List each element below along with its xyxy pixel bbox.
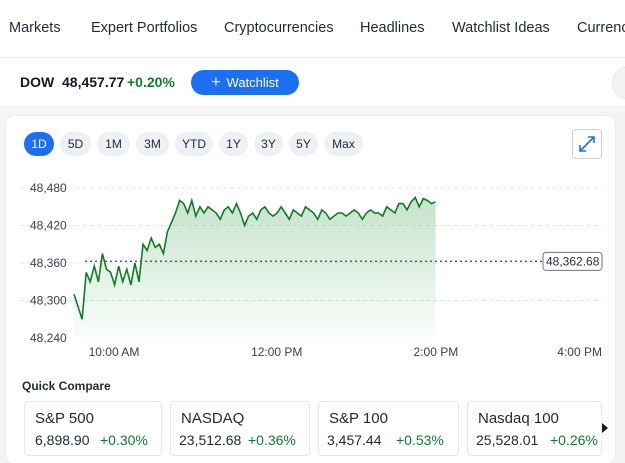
nav-item-expert-portfolios[interactable]: Expert Portfolios <box>91 20 198 36</box>
y-tick-label: 48,360 <box>30 256 67 270</box>
range-ytd-button[interactable]: YTD <box>175 132 213 156</box>
y-tick-label: 48,420 <box>30 219 67 233</box>
previous-close-label-box <box>542 251 603 271</box>
quick-compare-title: Quick Compare <box>22 379 111 393</box>
quick-compare-value: 23,512.68 <box>179 432 242 448</box>
nav-item-markets[interactable]: Markets <box>9 20 61 36</box>
x-tick-label: 10:00 AM <box>89 345 140 359</box>
price-area-fill <box>74 197 436 338</box>
top-navigation: Markets Expert Portfolios Cryptocurrenci… <box>0 0 625 58</box>
y-tick-label: 48,240 <box>30 331 67 345</box>
price-line <box>73 195 436 320</box>
quick-compare-card-nasdaq100[interactable]: Nasdaq 100 25,528.01 +0.26% <box>467 401 602 456</box>
range-5d-button[interactable]: 5D <box>60 132 91 156</box>
quick-compare-value: 25,528.01 <box>476 432 539 448</box>
range-3y-button[interactable]: 3Y <box>254 132 283 156</box>
quick-compare-next-button[interactable] <box>596 415 614 441</box>
expand-chart-button[interactable] <box>572 129 602 159</box>
previous-close-label: 48,362.68 <box>546 254 600 268</box>
range-max-button[interactable]: Max <box>324 132 363 156</box>
ticker-change: +0.20% <box>127 74 175 90</box>
quick-compare-name: Nasdaq 100 <box>478 410 559 427</box>
range-1m-button[interactable]: 1M <box>97 132 130 156</box>
quick-compare-change: +0.30% <box>100 432 148 448</box>
range-1y-button[interactable]: 1Y <box>219 132 248 156</box>
x-tick-label: 12:00 PM <box>251 345 302 359</box>
nav-item-currencies[interactable]: Currencies <box>577 20 625 36</box>
quick-compare-change: +0.26% <box>550 432 598 448</box>
y-tick-label: 48,480 <box>30 181 67 195</box>
nav-item-watchlist-ideas[interactable]: Watchlist Ideas <box>452 20 550 36</box>
nav-item-headlines[interactable]: Headlines <box>360 20 425 36</box>
quick-compare-change: +0.36% <box>248 432 296 448</box>
quick-compare-value: 6,898.90 <box>35 432 90 448</box>
y-tick-label: 48,300 <box>30 294 67 308</box>
expand-arrows-icon <box>579 136 595 152</box>
quick-compare-card-sp100[interactable]: S&P 100 3,457.44 +0.53% <box>318 401 459 456</box>
watchlist-button-label: Watchlist <box>226 75 279 90</box>
quick-compare-value: 3,457.44 <box>327 432 382 448</box>
x-tick-label: 4:00 PM <box>557 345 602 359</box>
caret-right-icon <box>602 423 608 433</box>
ticker-symbol: DOW <box>20 74 55 90</box>
range-1d-button[interactable]: 1D <box>24 132 54 156</box>
range-5y-button[interactable]: 5Y <box>289 132 318 156</box>
x-tick-label: 2:00 PM <box>414 345 459 359</box>
plus-icon: + <box>211 73 221 91</box>
range-3m-button[interactable]: 3M <box>136 132 169 156</box>
ticker-price: 48,457.77 <box>62 74 125 90</box>
add-to-watchlist-button[interactable]: + Watchlist <box>191 70 299 95</box>
ticker-bar: DOW 48,457.77 +0.20% + Watchlist <box>0 58 625 106</box>
quick-compare-name: S&P 100 <box>329 410 388 427</box>
quick-compare-card-nasdaq[interactable]: NASDAQ 23,512.68 +0.36% <box>170 401 310 456</box>
nav-item-cryptocurrencies[interactable]: Cryptocurrencies <box>224 20 334 36</box>
quick-compare-change: +0.53% <box>396 432 444 448</box>
quick-compare-name: S&P 500 <box>35 410 94 427</box>
quick-compare-card-sp500[interactable]: S&P 500 6,898.90 +0.30% <box>24 401 162 456</box>
quick-compare-name: NASDAQ <box>181 410 245 427</box>
